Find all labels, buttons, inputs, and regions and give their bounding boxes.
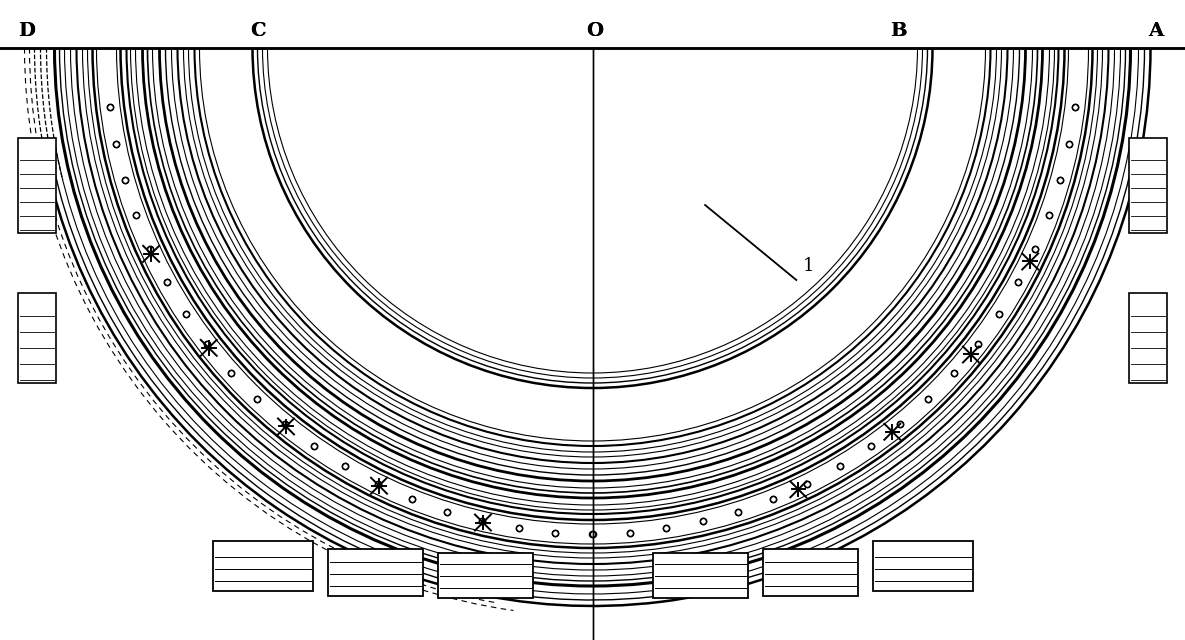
Bar [212,541,313,591]
Text: O: O [587,22,603,40]
Bar [327,549,423,596]
Text: O: O [587,22,603,40]
Bar [762,549,858,596]
Bar [437,553,532,598]
Bar [18,293,56,383]
Text: 1: 1 [802,257,814,275]
Bar [872,541,973,591]
Bar [1129,138,1167,233]
Text: C: C [250,22,267,40]
Bar [18,138,56,233]
Text: A: A [1148,22,1162,40]
Text: B: B [890,22,907,40]
Text: D: D [18,22,34,40]
Text: B: B [890,22,907,40]
Text: C: C [250,22,267,40]
Bar [653,553,748,598]
Text: A: A [1148,22,1162,40]
Text: D: D [18,22,34,40]
Bar [1129,293,1167,383]
